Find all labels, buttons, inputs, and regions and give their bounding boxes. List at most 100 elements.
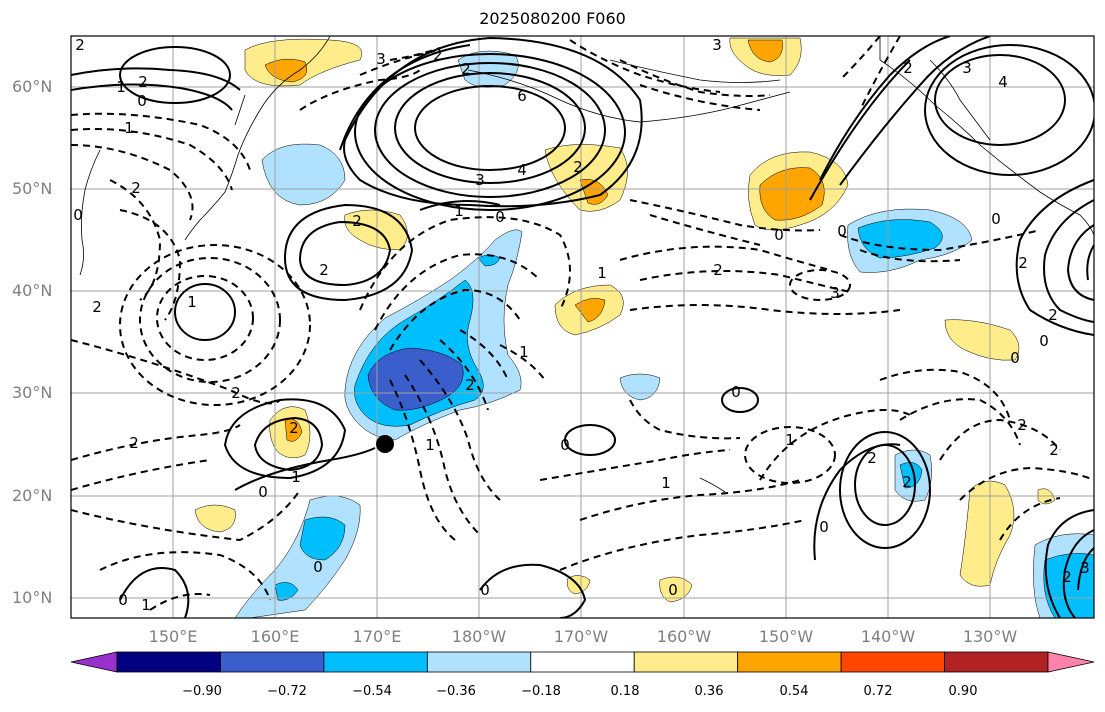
contour-label: 6	[517, 87, 527, 105]
colorbar-tick-label: −0.90	[182, 684, 222, 699]
contour-label: 0	[668, 581, 678, 599]
lat-label: 60°N	[12, 77, 53, 96]
colorbar-segments	[116, 651, 1049, 673]
lon-label: 160°W	[656, 627, 712, 646]
colorbar-segment	[944, 651, 1049, 673]
colorbar-extend-max	[1047, 651, 1095, 673]
colorbar-segment	[737, 651, 842, 673]
lon-label: 140°W	[860, 627, 916, 646]
contour-label: 0	[991, 210, 1001, 228]
contour-label: 2	[1049, 441, 1059, 459]
contour-label: 0	[731, 383, 741, 401]
contour-label: 2	[129, 434, 139, 452]
contour-label: 2	[573, 158, 583, 176]
contour-label: 0	[774, 226, 784, 244]
contour-label: 1	[519, 343, 529, 361]
contour-label: 0	[137, 92, 147, 110]
contour-label: 2	[1062, 568, 1072, 586]
lon-label: 130°W	[962, 627, 1018, 646]
contour-label: 2	[75, 36, 85, 54]
contour-label: 1	[785, 431, 795, 449]
contour-label: 1	[187, 293, 197, 311]
contour-label: 2	[1017, 416, 1027, 434]
colorbar	[70, 651, 1095, 673]
contour-label: 3	[962, 59, 972, 77]
contour-label: 0	[118, 591, 128, 609]
contour-label: 4	[998, 73, 1008, 91]
contour-label: 3	[712, 36, 722, 54]
contour-label: 2	[867, 449, 877, 467]
contour-label: 2	[231, 384, 241, 402]
contour-label: 0	[1039, 332, 1049, 350]
contour-label: 3	[1080, 559, 1090, 577]
contour-label: 0	[313, 558, 323, 576]
contour-label: 2	[92, 298, 102, 316]
colorbar-extend-min	[70, 651, 118, 673]
contour-labels: 2 2 3 3 1 0 2 2 6 3 4 2 4 3 1 2 1 0 2 0 …	[73, 36, 1090, 614]
contour-label: 1	[597, 264, 607, 282]
plot-border	[70, 35, 1095, 619]
colorbar-segment	[220, 651, 325, 673]
contour-label: 1	[124, 119, 134, 137]
contour-label: 3	[376, 50, 386, 68]
contour-label: 1	[454, 202, 464, 220]
colorbar-tick-label: −0.36	[436, 684, 476, 699]
colorbar-tick-label: 0.90	[948, 684, 978, 699]
contour-label: 1	[116, 78, 126, 96]
lon-label: 180°W	[451, 627, 507, 646]
contour-label: 2	[902, 473, 912, 491]
contour-label: 0	[560, 436, 570, 454]
colorbar-segment	[323, 651, 428, 673]
contour-label: 0	[837, 222, 847, 240]
lon-label: 170°E	[352, 627, 402, 646]
colorbar-tick-label: −0.72	[267, 684, 307, 699]
dashed-contours	[71, 36, 1094, 611]
colorbar-segment	[116, 651, 221, 673]
colorbar-tick-label: 0.54	[779, 684, 809, 699]
colorbar-segment	[633, 651, 739, 673]
contour-label: 3	[830, 284, 840, 302]
contour-label: 2	[319, 261, 329, 279]
contour-label: 1	[141, 596, 151, 614]
colorbar-tick-label: 0.18	[610, 684, 640, 699]
colorbar-tick-label: 0.72	[863, 684, 893, 699]
colorbar-tick-label: −0.54	[352, 684, 392, 699]
lat-label: 40°N	[12, 281, 53, 300]
contour-label: 2	[903, 59, 913, 77]
contour-label: 0	[495, 208, 505, 226]
contour-label: 0	[1010, 349, 1020, 367]
lat-label: 30°N	[12, 383, 53, 402]
colorbar-segment	[840, 651, 945, 673]
contour-label: 2	[465, 376, 475, 394]
contour-label: 2	[131, 179, 141, 197]
colorbar-tick-label: 0.36	[694, 684, 724, 699]
colorbar-segment	[530, 651, 635, 673]
lon-label: 170°W	[553, 627, 609, 646]
lat-label: 10°N	[12, 588, 53, 607]
contour-label: 2	[433, 46, 443, 64]
contour-label: 0	[258, 483, 268, 501]
contour-label: 2	[138, 73, 148, 91]
contour-label: 0	[819, 518, 829, 536]
lon-label: 150°E	[148, 627, 198, 646]
contour-label: 0	[73, 206, 83, 224]
chart-title: 2025080200 F060	[479, 9, 626, 28]
contour-label: 1	[291, 468, 301, 486]
colorbar-tick-label: −0.18	[521, 684, 561, 699]
storm-center-marker	[376, 435, 394, 453]
contour-label: 1	[661, 474, 671, 492]
lon-label: 150°W	[758, 627, 814, 646]
contour-label: 1	[425, 436, 435, 454]
map-plot-area: 2 2 3 3 1 0 2 2 6 3 4 2 4 3 1 2 1 0 2 0 …	[71, 36, 1094, 618]
contour-label: 2	[1048, 306, 1058, 324]
contour-label: 2	[461, 60, 471, 78]
colorbar-segment	[426, 651, 532, 673]
contour-label: 3	[475, 171, 485, 189]
solid-contours	[71, 36, 1094, 618]
gridlines	[71, 36, 1094, 618]
contour-label: 4	[517, 161, 527, 179]
contour-label: 0	[480, 581, 490, 599]
contour-label: 2	[713, 261, 723, 279]
contour-label: 2	[289, 419, 299, 437]
